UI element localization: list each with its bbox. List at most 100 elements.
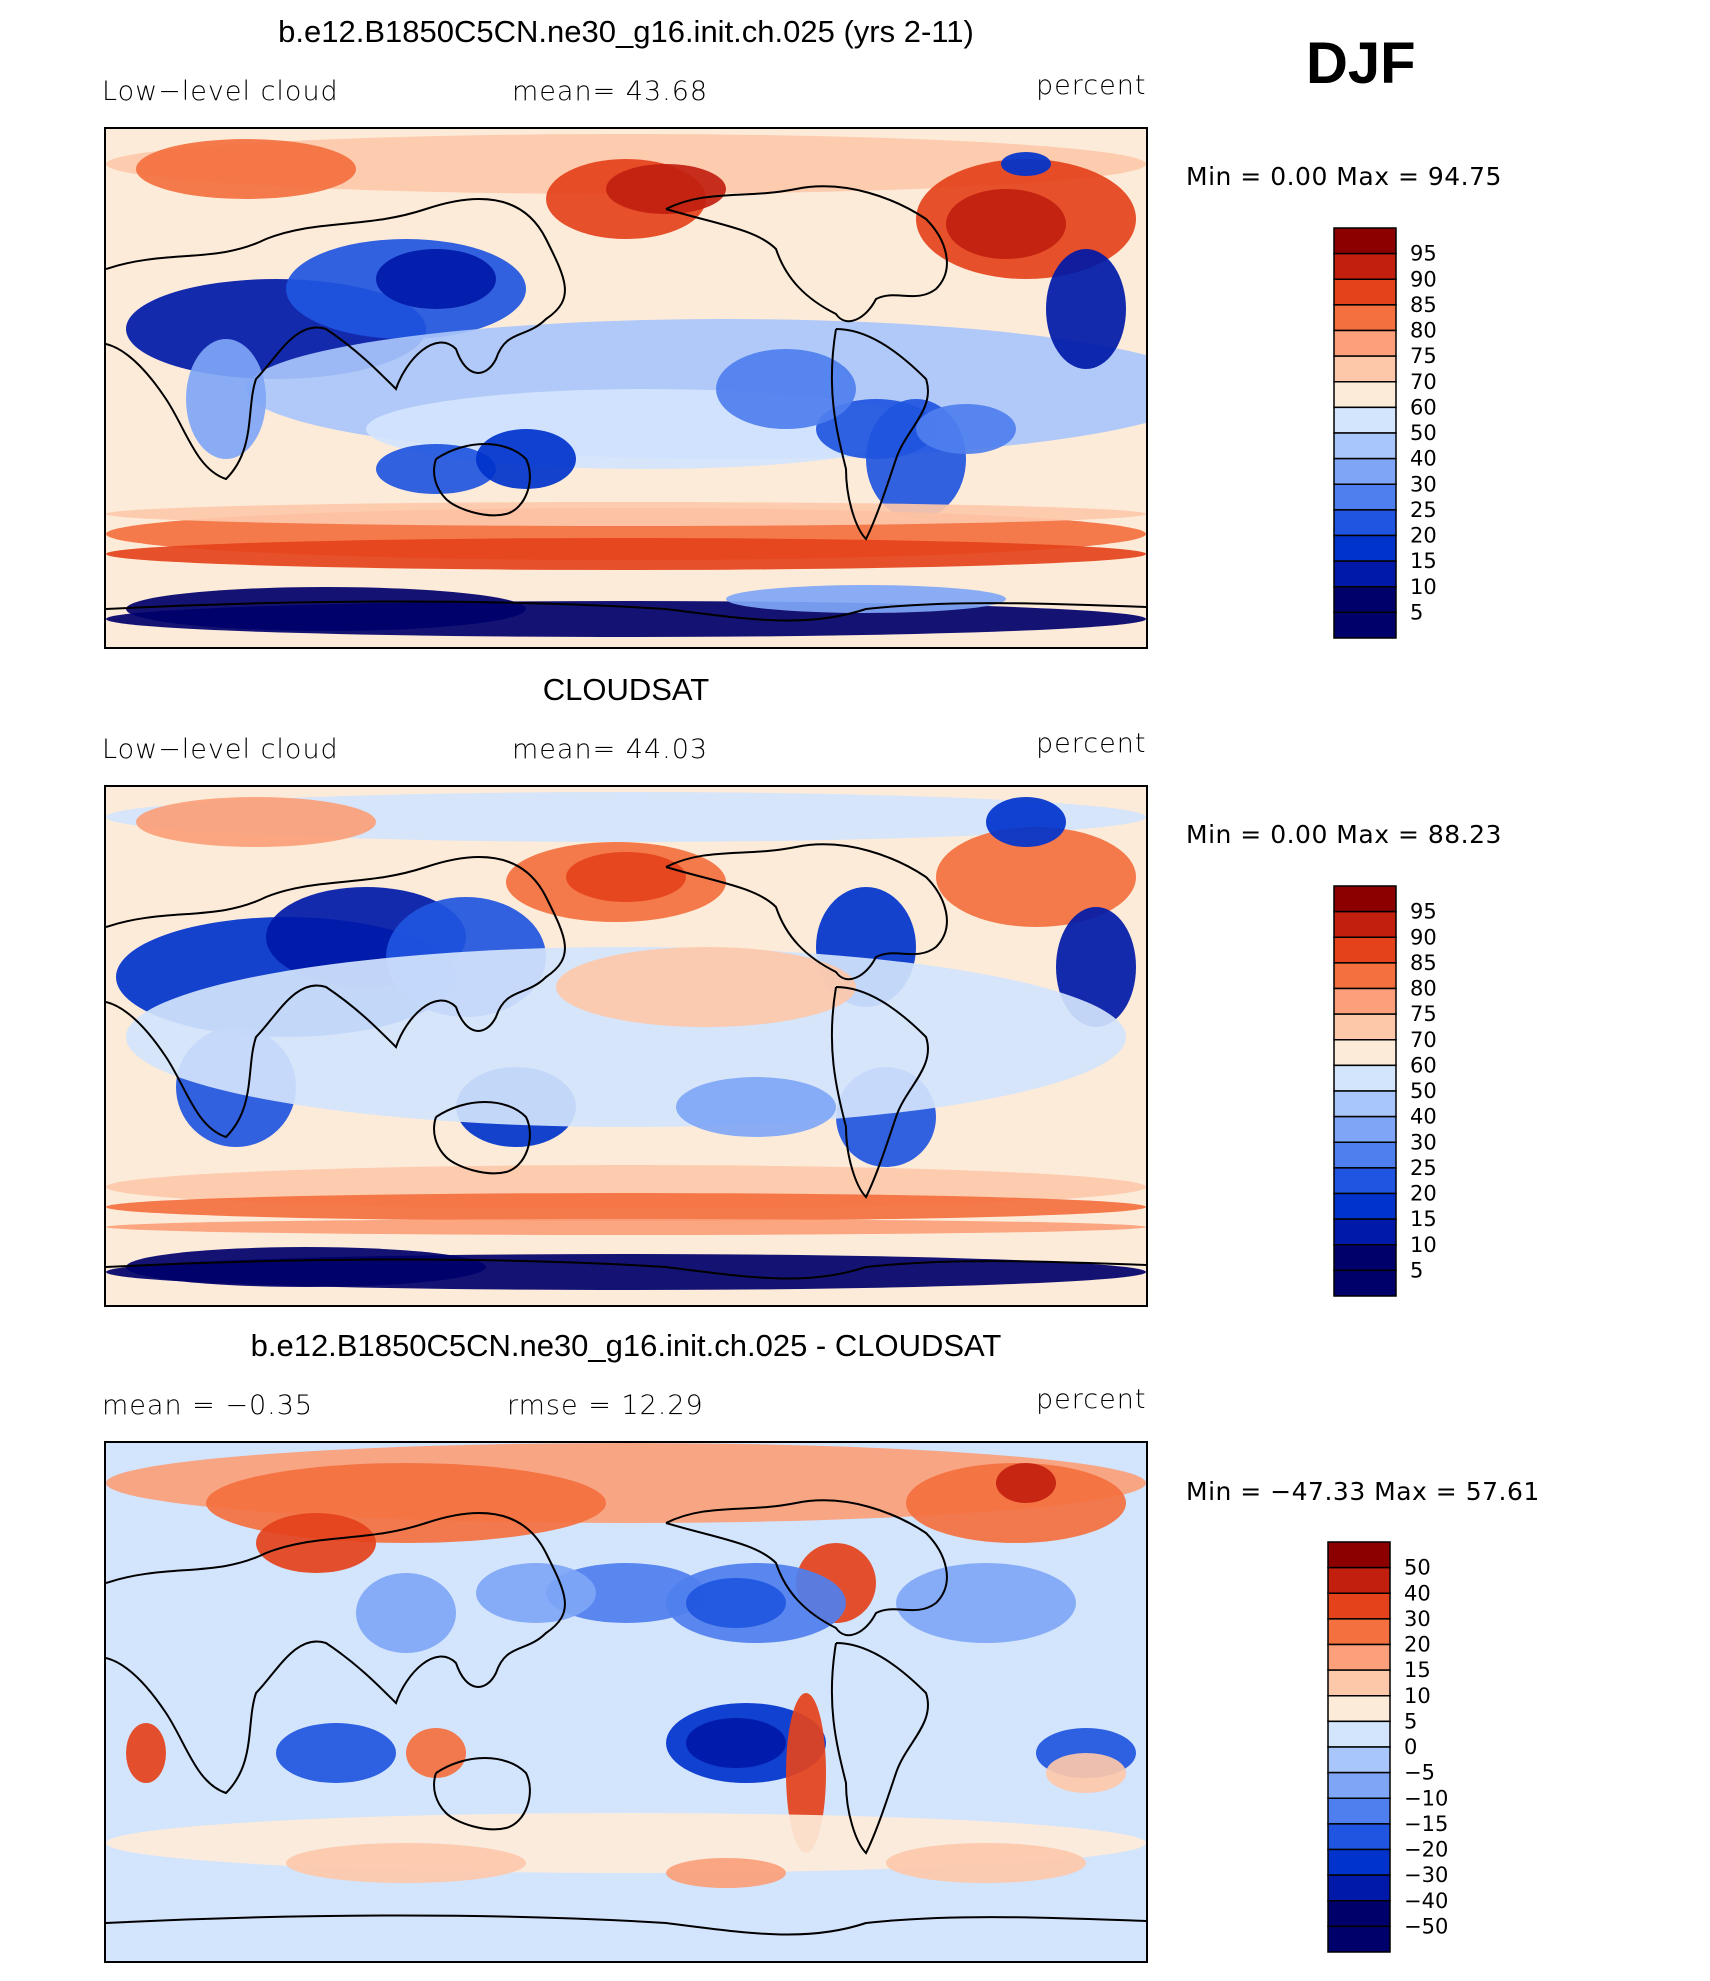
- colorbar-obs-label: 95: [1410, 900, 1437, 924]
- colorbar-model-box: [1333, 329, 1397, 357]
- colorbar-obs-label: 75: [1410, 1002, 1437, 1026]
- colorbar-obs-label: 85: [1410, 951, 1437, 975]
- contour-region: [936, 827, 1136, 927]
- colorbar-model-label: 30: [1410, 472, 1437, 496]
- colorbar-diff-box: [1327, 1720, 1391, 1748]
- colorbar-model-label: 95: [1410, 242, 1437, 266]
- colorbar-diff-label: −20: [1404, 1838, 1448, 1862]
- colorbar-obs-box: [1333, 1013, 1397, 1041]
- colorbar-diff-label: 10: [1404, 1684, 1431, 1708]
- panel-obs-title: CLOUDSAT: [542, 672, 710, 707]
- contour-region: [376, 444, 496, 494]
- colorbar-model-label: 50: [1410, 421, 1437, 445]
- contour-region: [606, 164, 726, 214]
- colorbar-diff-box: [1327, 1746, 1391, 1774]
- colorbar-diff-box: [1327, 1695, 1391, 1723]
- panel-model-variable: Low−level cloud: [102, 76, 339, 107]
- colorbar-model-label: 25: [1410, 498, 1437, 522]
- coastline: [665, 1499, 948, 1637]
- colorbar-obs-label: 60: [1410, 1053, 1437, 1077]
- colorbar-obs-box: [1333, 910, 1397, 938]
- coastline: [433, 1101, 531, 1175]
- contour-region: [1001, 152, 1051, 176]
- contour-region: [126, 1247, 486, 1287]
- colorbar-model-box: [1333, 355, 1397, 383]
- colorbar-obs-box: [1333, 885, 1397, 913]
- contour-region: [126, 1723, 166, 1783]
- colorbar-obs-box: [1333, 1244, 1397, 1272]
- contour-region: [566, 852, 686, 902]
- colorbar-model-label: 90: [1410, 267, 1437, 291]
- colorbar-diff-label: 20: [1404, 1633, 1431, 1657]
- colorbar-diff-label: −50: [1404, 1914, 1448, 1938]
- colorbar-model-box: [1333, 509, 1397, 537]
- colorbar-diff-box: [1327, 1874, 1391, 1902]
- colorbar-diff-box: [1327, 1643, 1391, 1671]
- colorbar-obs-label: 10: [1410, 1233, 1437, 1257]
- colorbar-model-box: [1333, 381, 1397, 409]
- colorbar-diff-box: [1327, 1925, 1391, 1953]
- colorbar-diff-label: −40: [1404, 1889, 1448, 1913]
- colorbar-obs-box: [1333, 1115, 1397, 1143]
- contour-region: [276, 1723, 396, 1783]
- colorbar-obs-box: [1333, 936, 1397, 964]
- colorbar-diff-label: −10: [1404, 1786, 1448, 1810]
- colorbar-model-label: 80: [1410, 319, 1437, 343]
- colorbar-diff-label: −30: [1404, 1863, 1448, 1887]
- coastline: [106, 198, 566, 481]
- coastline: [665, 185, 948, 323]
- colorbar-model-label: 60: [1410, 395, 1437, 419]
- colorbar-model-box: [1333, 252, 1397, 280]
- coastline: [106, 1914, 1146, 1936]
- contour-region: [896, 1563, 1076, 1643]
- colorbar-diff-label: −5: [1404, 1761, 1435, 1785]
- colorbar-diff-box: [1327, 1823, 1391, 1851]
- colorbar-obs-label: 5: [1410, 1258, 1423, 1282]
- coastline: [106, 1512, 566, 1795]
- panel-model-title: b.e12.B1850C5CN.ne30_g16.init.ch.025 (yr…: [278, 14, 974, 49]
- colorbar-diff-label: 40: [1404, 1581, 1431, 1605]
- colorbar-obs-label: 15: [1410, 1207, 1437, 1231]
- colorbar-obs-box: [1333, 1167, 1397, 1195]
- colorbar-model-label: 5: [1410, 600, 1423, 624]
- contour-region: [286, 1843, 526, 1883]
- colorbar-obs-label: 70: [1410, 1028, 1437, 1052]
- contour-region: [476, 1563, 596, 1623]
- contour-region: [946, 189, 1066, 259]
- panel-model-mean: mean= 43.68: [512, 76, 709, 107]
- contour-region: [376, 249, 496, 309]
- colorbar-obs-label: 20: [1410, 1182, 1437, 1206]
- panel-obs-field: [106, 787, 1146, 1305]
- contour-region: [676, 1077, 836, 1137]
- contour-region: [556, 947, 856, 1027]
- coastline: [830, 986, 929, 1199]
- colorbar-obs-box: [1333, 1090, 1397, 1118]
- colorbar-obs-label: 80: [1410, 977, 1437, 1001]
- colorbar-diff-label: −15: [1404, 1812, 1448, 1836]
- colorbar-diff-label: 5: [1404, 1709, 1417, 1733]
- colorbar-model-box: [1333, 534, 1397, 562]
- colorbar-obs-label: 30: [1410, 1130, 1437, 1154]
- panel-diff-field: [106, 1443, 1146, 1961]
- contour-region: [106, 1219, 1146, 1235]
- colorbar-obs-box: [1333, 1141, 1397, 1169]
- contour-region: [136, 797, 376, 847]
- contour-region: [186, 339, 266, 459]
- colorbar-model-label: 75: [1410, 344, 1437, 368]
- panel-model-units: percent: [1036, 70, 1147, 101]
- panel-diff-minmax: Min = −47.33 Max = 57.61: [1186, 1477, 1540, 1506]
- colorbar-diff-label: 30: [1404, 1607, 1431, 1631]
- colorbar-model-label: 10: [1410, 575, 1437, 599]
- contour-region: [136, 139, 356, 199]
- panel-obs-variable: Low−level cloud: [102, 734, 339, 765]
- contour-region: [916, 404, 1016, 454]
- contour-region: [356, 1573, 456, 1653]
- panel-obs-mean: mean= 44.03: [512, 734, 709, 765]
- contour-region: [886, 1843, 1086, 1883]
- colorbar-model-label: 40: [1410, 447, 1437, 471]
- contour-region: [106, 538, 1146, 570]
- panel-obs-map: [104, 785, 1148, 1307]
- colorbar-diff-box: [1327, 1566, 1391, 1594]
- colorbar-model-box: [1333, 560, 1397, 588]
